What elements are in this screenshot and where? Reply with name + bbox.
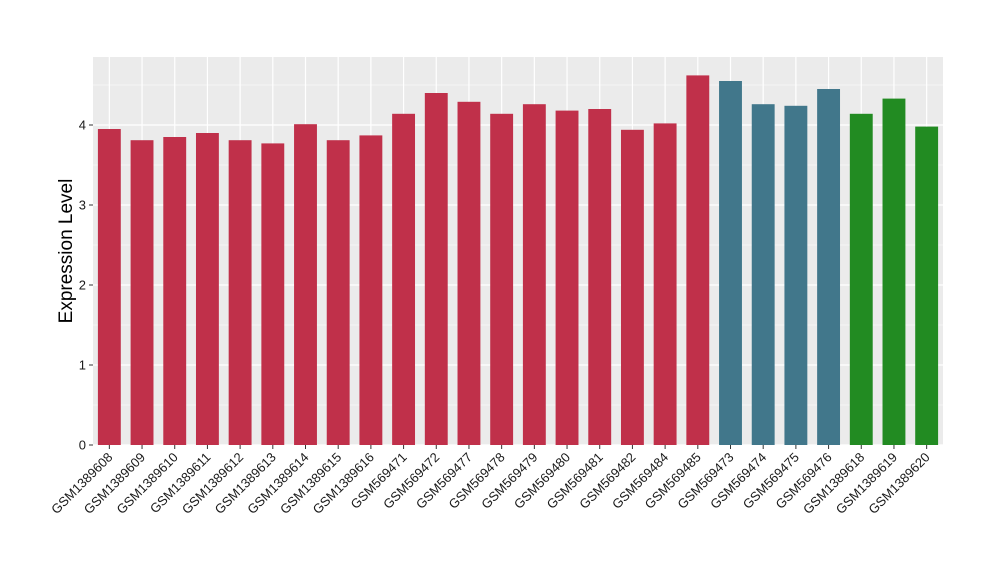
y-axis: 0 1 2 3 4 xyxy=(79,118,93,453)
bar xyxy=(915,126,939,445)
bar xyxy=(228,140,252,445)
bar xyxy=(326,140,350,445)
bar xyxy=(849,113,873,446)
bar xyxy=(490,113,514,446)
bar xyxy=(719,81,742,445)
bar xyxy=(522,104,546,445)
y-axis-title: Expression Level xyxy=(56,179,77,324)
bar xyxy=(653,123,677,446)
bar xyxy=(261,143,285,445)
bar xyxy=(784,105,808,446)
bar xyxy=(620,129,644,446)
bars xyxy=(97,75,939,446)
x-axis: GSM1389608GSM1389609GSM1389610GSM1389611… xyxy=(48,445,933,517)
bar xyxy=(97,129,121,445)
bar xyxy=(686,75,710,446)
bar xyxy=(817,89,841,445)
y-tick-label: 4 xyxy=(79,118,86,133)
bar xyxy=(163,137,187,445)
bar xyxy=(195,133,219,445)
y-tick-label: 2 xyxy=(79,278,86,293)
bar xyxy=(424,93,448,445)
plot-panel xyxy=(93,57,943,445)
bar xyxy=(457,101,481,446)
y-tick-label: 1 xyxy=(79,358,86,373)
bar xyxy=(555,110,579,445)
bar xyxy=(882,98,906,445)
y-tick-label: 3 xyxy=(79,198,86,213)
bar xyxy=(588,109,612,445)
bar xyxy=(751,104,775,445)
bar xyxy=(392,113,416,446)
y-tick-label: 0 xyxy=(79,438,86,453)
bar xyxy=(130,140,154,445)
bar xyxy=(294,124,317,445)
bar xyxy=(359,135,383,445)
